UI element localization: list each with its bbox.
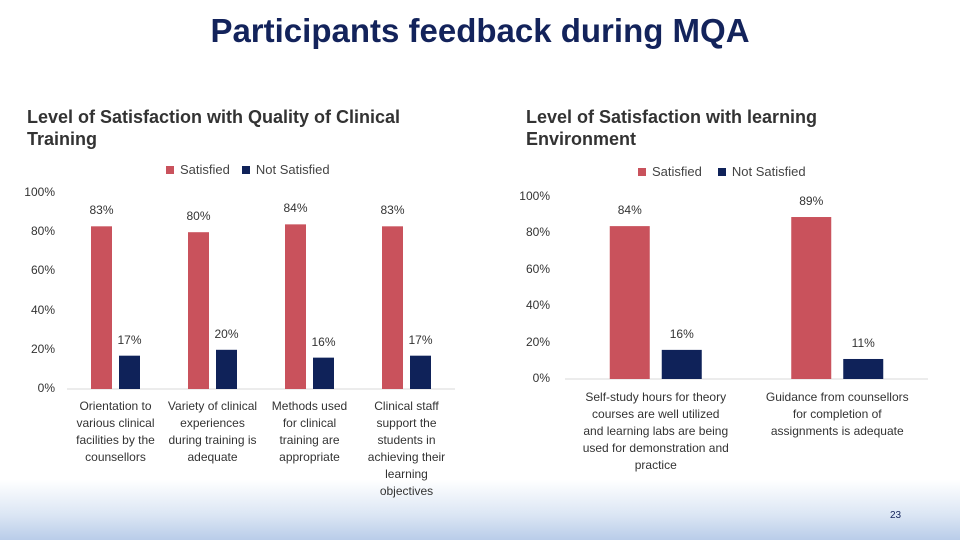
y-tick-label: 0% [532, 371, 550, 385]
legend-swatch-satisfied [166, 165, 174, 174]
bar-satisfied [609, 226, 650, 379]
category-label: Variety of clinical experiences during t… [167, 399, 258, 464]
bar-not-satisfied [661, 349, 702, 379]
data-label: 89% [799, 194, 824, 209]
data-label: 17% [117, 332, 142, 347]
data-label: 17% [408, 332, 433, 347]
y-tick-label: 80% [525, 225, 550, 240]
category-label: Orientation to various clinical faciliti… [76, 399, 155, 464]
chart2-legend: Satisfied Not Satisfied [638, 164, 806, 179]
data-label: 84% [283, 201, 308, 216]
data-label: 16% [669, 326, 694, 341]
y-tick-label: 40% [30, 302, 55, 317]
legend-swatch-not-satisfied [241, 165, 250, 174]
slide-title: Participants feedback during MQA [210, 12, 750, 49]
data-label: 83% [89, 203, 114, 218]
legend-swatch-not-satisfied [717, 167, 726, 176]
legend-swatch-satisfied [638, 167, 646, 176]
bar-not-satisfied [410, 355, 431, 389]
y-tick-label: 20% [525, 334, 550, 349]
bar-satisfied [188, 232, 209, 389]
chart1-title: Level of Satisfaction with Quality of Cl… [27, 107, 401, 149]
legend-satisfied: Satisfied [652, 164, 702, 179]
bar-satisfied [91, 226, 112, 389]
data-label: 80% [186, 209, 211, 224]
y-tick-label: 40% [525, 298, 550, 313]
chart2-title: Level of Satisfaction with learning Envi… [526, 107, 818, 149]
category-label: Self-study hours for theory courses are … [582, 390, 729, 472]
data-label: 20% [214, 326, 239, 341]
data-label: 16% [311, 334, 336, 349]
bar-satisfied [382, 226, 403, 389]
y-tick-label: 80% [30, 224, 55, 239]
bar-satisfied [791, 217, 832, 379]
bar-not-satisfied [843, 358, 884, 379]
category-label: Guidance from counsellors for completion… [765, 390, 909, 438]
bar-not-satisfied [216, 349, 237, 389]
y-tick-label: 60% [525, 261, 550, 276]
legend-satisfied: Satisfied [180, 162, 230, 177]
y-tick-label: 100% [519, 189, 550, 203]
y-tick-label: 0% [37, 381, 55, 395]
data-label: 83% [380, 203, 405, 218]
y-tick-label: 20% [30, 341, 55, 356]
category-label: Methods used for clinical training are a… [271, 399, 348, 464]
data-label: 84% [617, 203, 642, 218]
legend-not-satisfied: Not Satisfied [731, 164, 806, 179]
bar-not-satisfied [119, 355, 140, 389]
category-label: Clinical staff support the students in a… [367, 399, 446, 498]
page-number: 23 [890, 510, 902, 521]
chart1-legend: Satisfied Not Satisfied [166, 162, 330, 177]
y-tick-label: 60% [30, 263, 55, 278]
bar-not-satisfied [313, 357, 334, 389]
legend-not-satisfied: Not Satisfied [255, 162, 330, 177]
bar-satisfied [285, 224, 306, 389]
data-label: 11% [851, 335, 875, 350]
y-tick-label: 100% [24, 185, 55, 199]
